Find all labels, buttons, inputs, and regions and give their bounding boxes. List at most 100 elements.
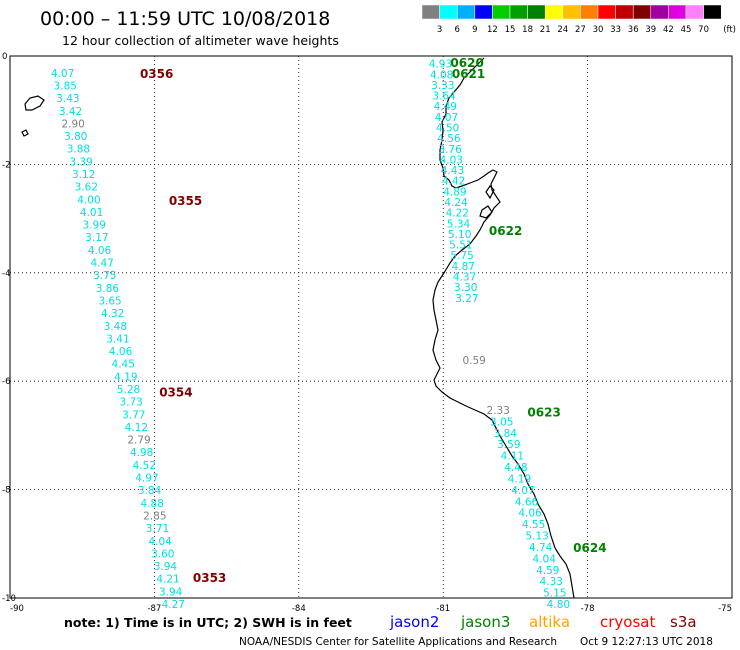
wave-height-value: 4.45 (112, 359, 135, 371)
wave-height-value: 4.59 (536, 565, 559, 577)
scale-label: 33 (610, 25, 621, 35)
wave-height-value: 4.07 (435, 112, 458, 124)
wave-height-value: 3.59 (497, 439, 520, 451)
map-subtitle: 12 hour collection of altimeter wave hei… (62, 33, 339, 48)
wave-height-value: 4.42 (442, 176, 465, 188)
lat-lon-grid: -90 -87 -84 -81 -78 -75 0 -2 -4 -6 -8 -10 (2, 52, 732, 614)
legend-item: cryosat (600, 613, 655, 631)
lon-tick-label: -75 (718, 604, 732, 614)
wave-height-value: 4.07 (511, 485, 534, 497)
wave-height-tracks: 4.073.853.433.422.903.803.883.393.123.62… (51, 59, 570, 611)
pass-time-label: 0353 (193, 571, 226, 585)
wave-height-value: 4.12 (125, 422, 148, 434)
pass-time-label: 0355 (169, 194, 202, 208)
wave-height-value: 4.55 (522, 519, 545, 531)
wave-height-value: 3.64 (432, 91, 456, 103)
wave-height-value: 4.04 (533, 553, 557, 565)
scale-label: 30 (593, 25, 604, 35)
scale-label: 21 (540, 25, 551, 35)
wave-height-value: 0.59 (462, 355, 485, 367)
wave-height-value: 3.99 (83, 220, 106, 232)
wave-height-value: 4.08 (430, 69, 453, 81)
lat-tick-label: -10 (2, 594, 16, 604)
scale-swatch (474, 4, 493, 20)
wave-height-value: 3.71 (146, 523, 169, 535)
satellite-legend: jason2 jason3 altika cryosat s3a (389, 613, 697, 631)
wave-height-value: 4.19 (114, 371, 137, 383)
lat-tick-label: -6 (2, 377, 10, 387)
wave-height-value: 4.27 (162, 599, 185, 611)
coastline (21, 57, 575, 599)
legend-item: altika (529, 613, 570, 631)
wave-height-value: 4.06 (109, 346, 133, 358)
footer-credit: NOAA/NESDIS Center for Satellite Applica… (239, 636, 557, 648)
wave-height-value: 4.19 (508, 473, 531, 485)
wave-height-value: 3.80 (64, 131, 87, 143)
wave-height-value: 4.88 (141, 498, 164, 510)
scale-label: 12 (487, 25, 498, 35)
map-frame (9, 55, 733, 599)
legend-item: jason2 (389, 613, 439, 631)
wave-height-value: 3.12 (72, 169, 95, 181)
wave-height-value: 3.84 (138, 485, 162, 497)
wave-height-value: 3.41 (106, 333, 129, 345)
scale-label: 70 (698, 25, 709, 35)
wave-height-value: 4.93 (429, 59, 452, 71)
map-border (9, 55, 733, 599)
scale-swatch (668, 4, 687, 20)
wave-height-value: 5.34 (447, 218, 471, 230)
wave-height-value: 4.87 (452, 261, 475, 273)
wave-height-value: 5.75 (450, 250, 473, 262)
map-title: 00:00 – 11:59 UTC 10/08/2018 (40, 8, 330, 30)
wave-height-value: 4.89 (443, 186, 466, 198)
wave-height-value: 4.56 (437, 133, 461, 145)
wave-height-value: 2.90 (61, 118, 84, 130)
pass-time-label: 0354 (159, 386, 192, 400)
wave-height-value: 4.24 (444, 197, 468, 209)
wave-height-value: 4.03 (440, 154, 463, 166)
scale-swatch (650, 4, 669, 20)
pass-time-label: 0621 (452, 67, 485, 81)
wave-height-value: 3.73 (119, 397, 142, 409)
scale-swatch (580, 4, 599, 20)
scale-swatch (597, 4, 616, 20)
wave-height-value: 5.28 (117, 384, 140, 396)
lat-tick-label: -4 (2, 269, 10, 279)
scale-swatch (492, 4, 511, 20)
wave-height-value: 4.48 (504, 462, 527, 474)
wave-height-value: 3.86 (96, 283, 120, 295)
lon-tick-label: -84 (292, 604, 306, 614)
wave-height-value: 5.51 (449, 240, 472, 252)
lat-tick-label: -8 (2, 486, 10, 496)
wave-height-value: 4.97 (135, 473, 158, 485)
scale-swatch (703, 4, 722, 20)
lon-tick-label: -81 (436, 604, 450, 614)
wave-height-value: 5.13 (525, 531, 548, 543)
wave-height-value: 4.06 (88, 245, 112, 257)
wave-height-value: 3.05 (490, 416, 513, 428)
scale-label: 39 (645, 25, 656, 35)
wave-height-value: 3.27 (455, 293, 478, 305)
scale-label: 36 (628, 25, 639, 35)
wave-height-value: 5.15 (543, 588, 566, 600)
wave-height-value: 4.80 (547, 599, 570, 611)
wave-height-value: 4.52 (133, 460, 156, 472)
wave-height-value: 3.84 (494, 428, 518, 440)
wave-height-value: 3.75 (93, 270, 116, 282)
wave-height-value: 4.00 (77, 194, 100, 206)
legend-item: s3a (670, 613, 697, 631)
scale-label: 18 (522, 25, 533, 35)
wave-height-color-scale: 3 6 9 12 15 18 21 24 27 30 33 36 39 42 45 70 (ft) (421, 4, 736, 35)
scale-label: 24 (557, 25, 568, 35)
pass-time-label: 0356 (140, 67, 173, 81)
wave-height-value: 2.85 (143, 510, 166, 522)
wave-height-value: 4.37 (453, 271, 476, 283)
scale-label: 45 (681, 25, 692, 35)
wave-height-value: 3.76 (438, 144, 462, 156)
pass-time-label: 0624 (573, 541, 606, 555)
scale-swatch (421, 4, 440, 20)
wave-height-value: 3.77 (122, 409, 145, 421)
wave-height-value: 3.62 (75, 182, 98, 194)
